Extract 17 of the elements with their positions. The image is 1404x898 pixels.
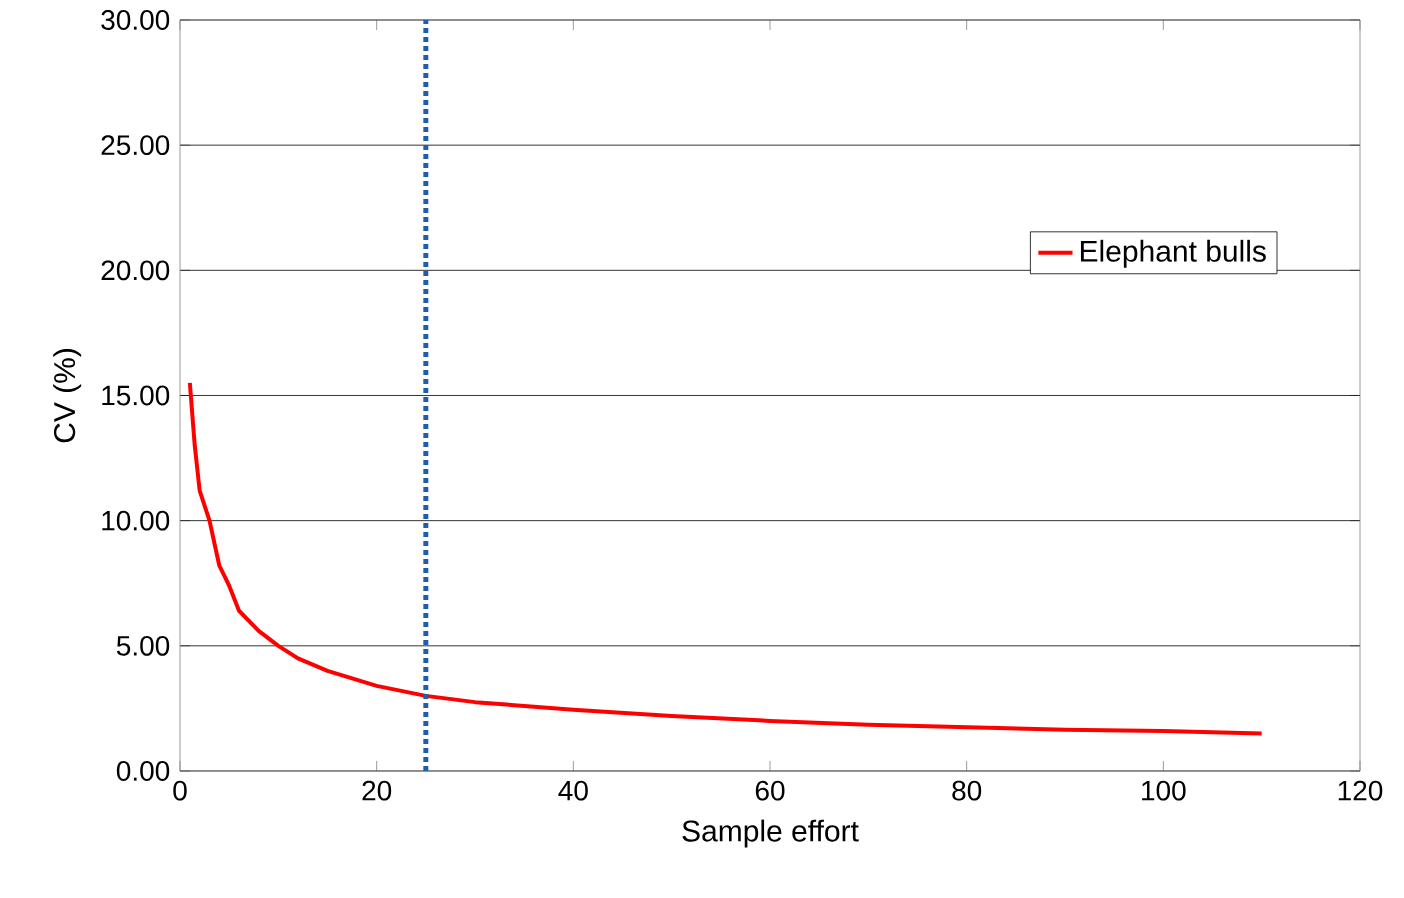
x-tick-label: 100 — [1142, 780, 1186, 801]
y-tick-label: 0.00 — [116, 761, 170, 781]
y-tick-label: 20.00 — [101, 260, 170, 281]
legend-label: Elephant bulls — [1080, 239, 1266, 268]
x-tick-label: 0 — [173, 780, 187, 801]
x-tick-label: 40 — [558, 780, 588, 801]
x-tick-label: 20 — [362, 780, 392, 801]
x-tick-label: 60 — [755, 780, 785, 801]
x-tick-label: 120 — [1338, 780, 1383, 801]
x-axis-title: Sample effort — [682, 819, 859, 848]
y-tick-label: 30.00 — [101, 10, 170, 30]
y-tick-label: 5.00 — [116, 635, 170, 656]
y-tick-label: 10.00 — [102, 510, 170, 531]
y-axis-title: CV (%) — [53, 349, 82, 443]
y-tick-label: 25.00 — [101, 135, 170, 156]
y-tick-label: 15.00 — [102, 385, 170, 406]
x-tick-label: 80 — [952, 780, 982, 801]
